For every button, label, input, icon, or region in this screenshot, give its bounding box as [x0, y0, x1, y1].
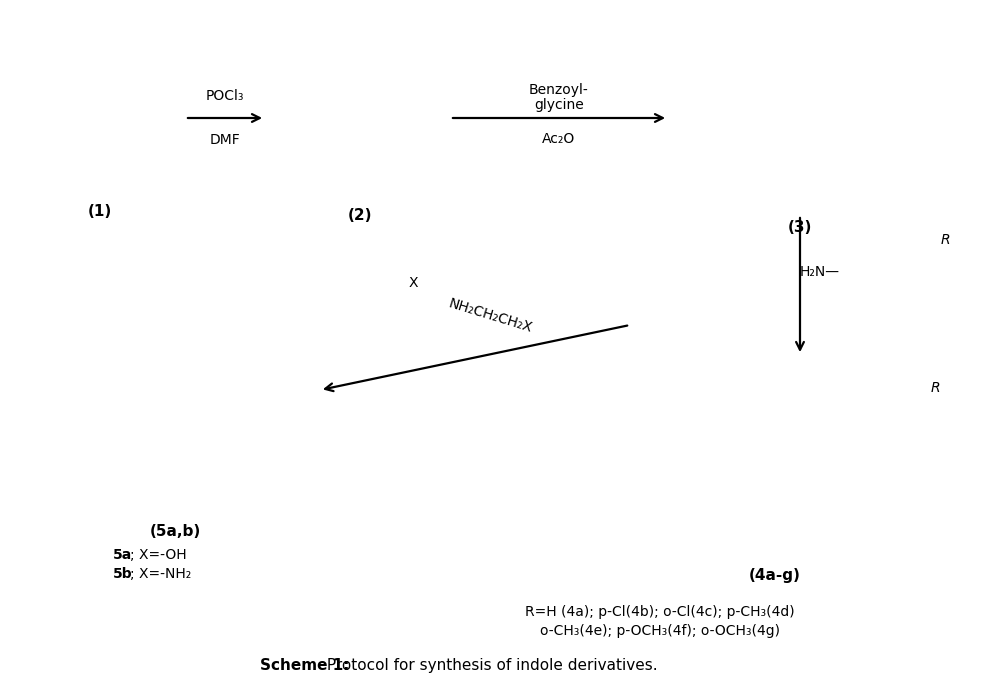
Text: 5b: 5b — [113, 567, 133, 581]
Text: Benzoyl-: Benzoyl- — [529, 83, 589, 97]
Text: Ac₂O: Ac₂O — [542, 132, 576, 146]
Text: R: R — [940, 233, 949, 247]
Text: (4a-g): (4a-g) — [749, 568, 801, 583]
Text: POCl₃: POCl₃ — [206, 89, 244, 103]
Text: ; X=-NH₂: ; X=-NH₂ — [130, 567, 191, 581]
Text: X: X — [408, 276, 418, 290]
Text: 5a: 5a — [113, 548, 132, 562]
Text: o-CH₃(4e); p-OCH₃(4f); o-OCH₃(4g): o-CH₃(4e); p-OCH₃(4f); o-OCH₃(4g) — [540, 624, 780, 638]
Text: (1): (1) — [88, 204, 112, 219]
Text: (2): (2) — [348, 208, 373, 223]
Text: (3): (3) — [788, 220, 813, 235]
Text: R: R — [931, 381, 939, 395]
Text: glycine: glycine — [534, 98, 584, 112]
Text: Protocol for synthesis of indole derivatives.: Protocol for synthesis of indole derivat… — [322, 658, 658, 673]
Text: H₂N—: H₂N— — [800, 265, 840, 279]
Text: ; X=-OH: ; X=-OH — [130, 548, 186, 562]
Text: R=H (4a); p-Cl(4b); o-Cl(4c); p-CH₃(4d): R=H (4a); p-Cl(4b); o-Cl(4c); p-CH₃(4d) — [525, 605, 795, 619]
Text: DMF: DMF — [210, 133, 241, 147]
Text: Scheme 1:: Scheme 1: — [260, 658, 350, 673]
Text: NH₂CH₂CH₂X: NH₂CH₂CH₂X — [446, 296, 533, 335]
Text: (5a,b): (5a,b) — [150, 524, 200, 539]
